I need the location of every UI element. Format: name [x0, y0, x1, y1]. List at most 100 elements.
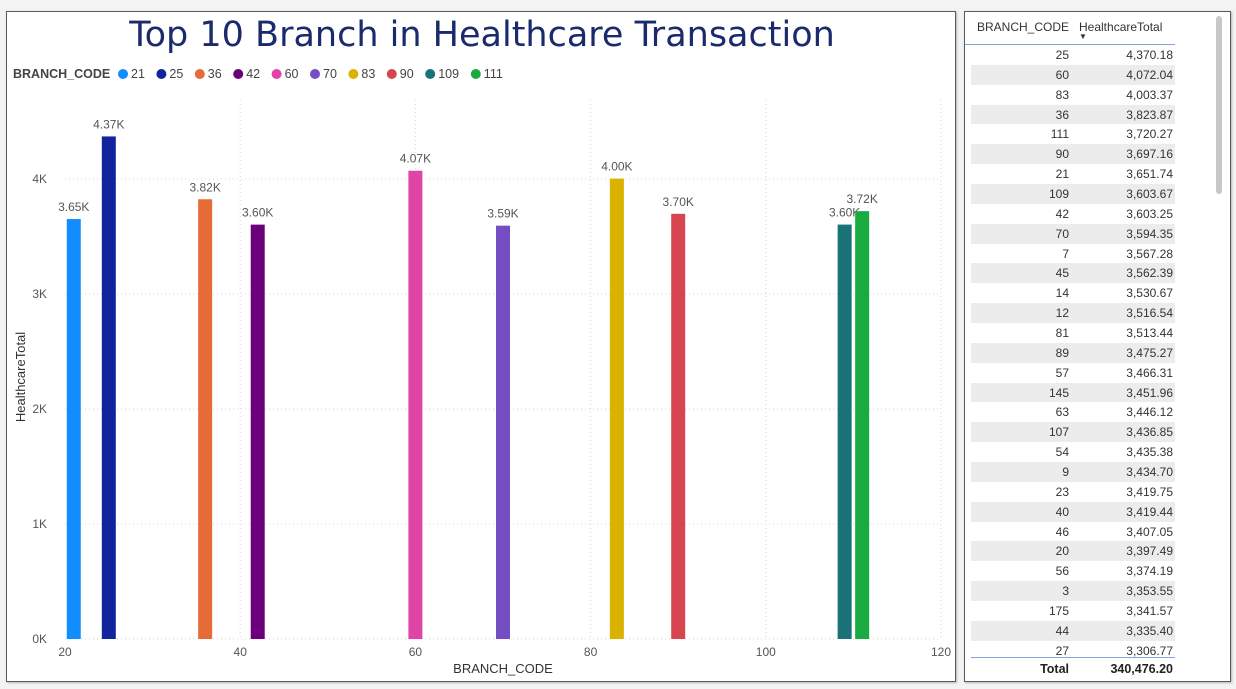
table-row[interactable]: 46 3,407.05	[971, 522, 1175, 542]
table-row[interactable]: 60 4,072.04	[971, 64, 1175, 85]
table-row[interactable]: 21 3,651.74	[971, 164, 1175, 184]
table-row[interactable]: 57 3,466.31	[971, 363, 1175, 383]
table-row[interactable]: 81 3,513.44	[971, 323, 1175, 343]
table-row[interactable]: 14 3,530.67	[971, 283, 1175, 303]
chart-visual[interactable]: Top 10 Branch in Healthcare Transaction …	[6, 11, 956, 682]
bar-21[interactable]	[66, 219, 81, 639]
table-row[interactable]: 175 3,341.57	[971, 601, 1175, 621]
bar-36[interactable]	[198, 199, 213, 639]
legend-entry[interactable]: 36	[208, 67, 222, 81]
column-header-healthcare-total[interactable]: HealthcareTotal	[1079, 20, 1163, 34]
sort-desc-icon[interactable]: ▼	[1079, 32, 1087, 41]
legend-marker	[386, 69, 397, 79]
y-tick-label: 2K	[32, 402, 47, 416]
bar-90[interactable]	[671, 213, 686, 639]
legend-entry[interactable]: 83	[361, 67, 375, 81]
table-row[interactable]: 45 3,562.39	[971, 263, 1175, 284]
table-row[interactable]: 42 3,603.25	[971, 204, 1175, 224]
cell-healthcare-total: 3,594.35	[1126, 226, 1173, 241]
legend-entry[interactable]: 90	[400, 67, 414, 81]
table-scrollbar[interactable]	[1216, 16, 1222, 194]
cell-healthcare-total: 3,434.70	[1126, 465, 1173, 480]
bar-25[interactable]	[101, 136, 116, 639]
cell-healthcare-total: 3,446.12	[1126, 405, 1173, 420]
table-visual[interactable]: BRANCH_CODE HealthcareTotal ▼ 25 4,370.18…	[964, 11, 1231, 682]
cell-healthcare-total: 3,419.44	[1126, 504, 1173, 519]
cell-branch-code: 109	[1048, 187, 1069, 202]
table-row[interactable]: 89 3,475.27	[971, 342, 1175, 363]
x-axis-label: BRANCH_CODE	[453, 661, 553, 676]
bar-70[interactable]	[496, 225, 510, 639]
cell-healthcare-total: 4,370.18	[1126, 48, 1173, 62]
table-row[interactable]: 111 3,720.27	[971, 124, 1175, 144]
table-row[interactable]: 56 3,374.19	[971, 561, 1175, 581]
table-row[interactable]: 36 3,823.87	[971, 104, 1175, 125]
legend-entry[interactable]: 21	[131, 67, 145, 81]
table-row[interactable]: 109 3,603.67	[971, 184, 1175, 204]
cell-healthcare-total: 3,475.27	[1126, 345, 1173, 360]
bar-111[interactable]	[855, 211, 870, 639]
bar-42[interactable]	[250, 224, 265, 639]
cell-branch-code: 83	[1055, 87, 1069, 102]
table-row[interactable]: 9 3,434.70	[971, 462, 1175, 482]
data-label: 3.59K	[487, 207, 518, 221]
data-label: 3.70K	[663, 195, 694, 209]
bar-60[interactable]	[408, 170, 423, 639]
x-tick-label: 60	[409, 645, 423, 659]
legend-marker	[156, 69, 167, 79]
table-row[interactable]: 23 3,419.75	[971, 482, 1175, 502]
cell-healthcare-total: 3,720.27	[1126, 127, 1173, 142]
table-row[interactable]: 83 4,003.37	[971, 85, 1175, 105]
cell-branch-code: 23	[1055, 484, 1069, 499]
cell-healthcare-total: 4,003.37	[1126, 87, 1173, 102]
table-row[interactable]: 70 3,594.35	[971, 223, 1175, 244]
bar-83[interactable]	[609, 178, 624, 639]
cell-healthcare-total: 3,407.05	[1126, 524, 1173, 539]
cell-branch-code: 44	[1055, 623, 1069, 638]
table-row[interactable]: 25 4,370.18	[971, 45, 1175, 65]
cell-branch-code: 27	[1055, 643, 1069, 658]
table-row[interactable]: 7 3,567.28	[971, 244, 1175, 264]
legend-entry[interactable]: 109	[438, 67, 459, 81]
bar-109[interactable]	[837, 224, 852, 640]
cell-branch-code: 107	[1048, 425, 1069, 440]
cell-branch-code: 12	[1055, 306, 1069, 321]
legend-entry[interactable]: 70	[323, 67, 337, 81]
cell-branch-code: 46	[1055, 524, 1069, 539]
data-label: 3.60K	[829, 206, 860, 220]
cell-branch-code: 45	[1055, 266, 1069, 281]
legend-entry[interactable]: 111	[484, 67, 503, 81]
table-body: 25 4,370.18 60 4,072.04 83 4,003.37 36 3,823.87…	[971, 45, 1175, 661]
legend-entry[interactable]: 60	[285, 67, 299, 81]
legend-entry[interactable]: 25	[169, 67, 183, 81]
data-label: 3.82K	[189, 180, 220, 194]
column-header-branch-code[interactable]: BRANCH_CODE	[977, 20, 1070, 34]
cell-branch-code: 7	[1062, 246, 1069, 261]
cell-healthcare-total: 3,603.67	[1126, 187, 1173, 202]
table-row[interactable]: 145 3,451.96	[971, 382, 1175, 403]
legend-entry[interactable]: 42	[246, 67, 260, 81]
table-row[interactable]: 63 3,446.12	[971, 402, 1175, 422]
table-row[interactable]: 107 3,436.85	[971, 422, 1175, 443]
y-axis-label: HealthcareTotal	[13, 332, 28, 422]
table-row[interactable]: 3 3,353.55	[971, 581, 1175, 602]
legend-marker	[194, 69, 205, 79]
table-row[interactable]: 40 3,419.44	[971, 501, 1175, 522]
cell-healthcare-total: 3,436.85	[1126, 425, 1173, 440]
table-header: BRANCH_CODE HealthcareTotal ▼	[965, 12, 1175, 45]
cell-healthcare-total: 3,823.87	[1126, 107, 1173, 122]
x-axis: 20 40 60 80 100 120	[58, 645, 951, 659]
cell-branch-code: 21	[1055, 167, 1069, 182]
data-label: 3.65K	[58, 200, 89, 214]
table-row[interactable]: 54 3,435.38	[971, 442, 1175, 462]
table-row[interactable]: 20 3,397.49	[971, 541, 1175, 562]
table-row[interactable]: 27 3,306.77	[971, 641, 1175, 661]
x-tick-label: 100	[756, 645, 776, 659]
cell-branch-code: 145	[1048, 385, 1069, 400]
data-label: 4.37K	[93, 117, 124, 131]
table-row[interactable]: 90 3,697.16	[971, 144, 1175, 165]
x-tick-label: 80	[584, 645, 598, 659]
table-row[interactable]: 12 3,516.54	[971, 303, 1175, 324]
table-row[interactable]: 44 3,335.40	[971, 620, 1175, 641]
data-label: 3.72K	[846, 192, 877, 206]
